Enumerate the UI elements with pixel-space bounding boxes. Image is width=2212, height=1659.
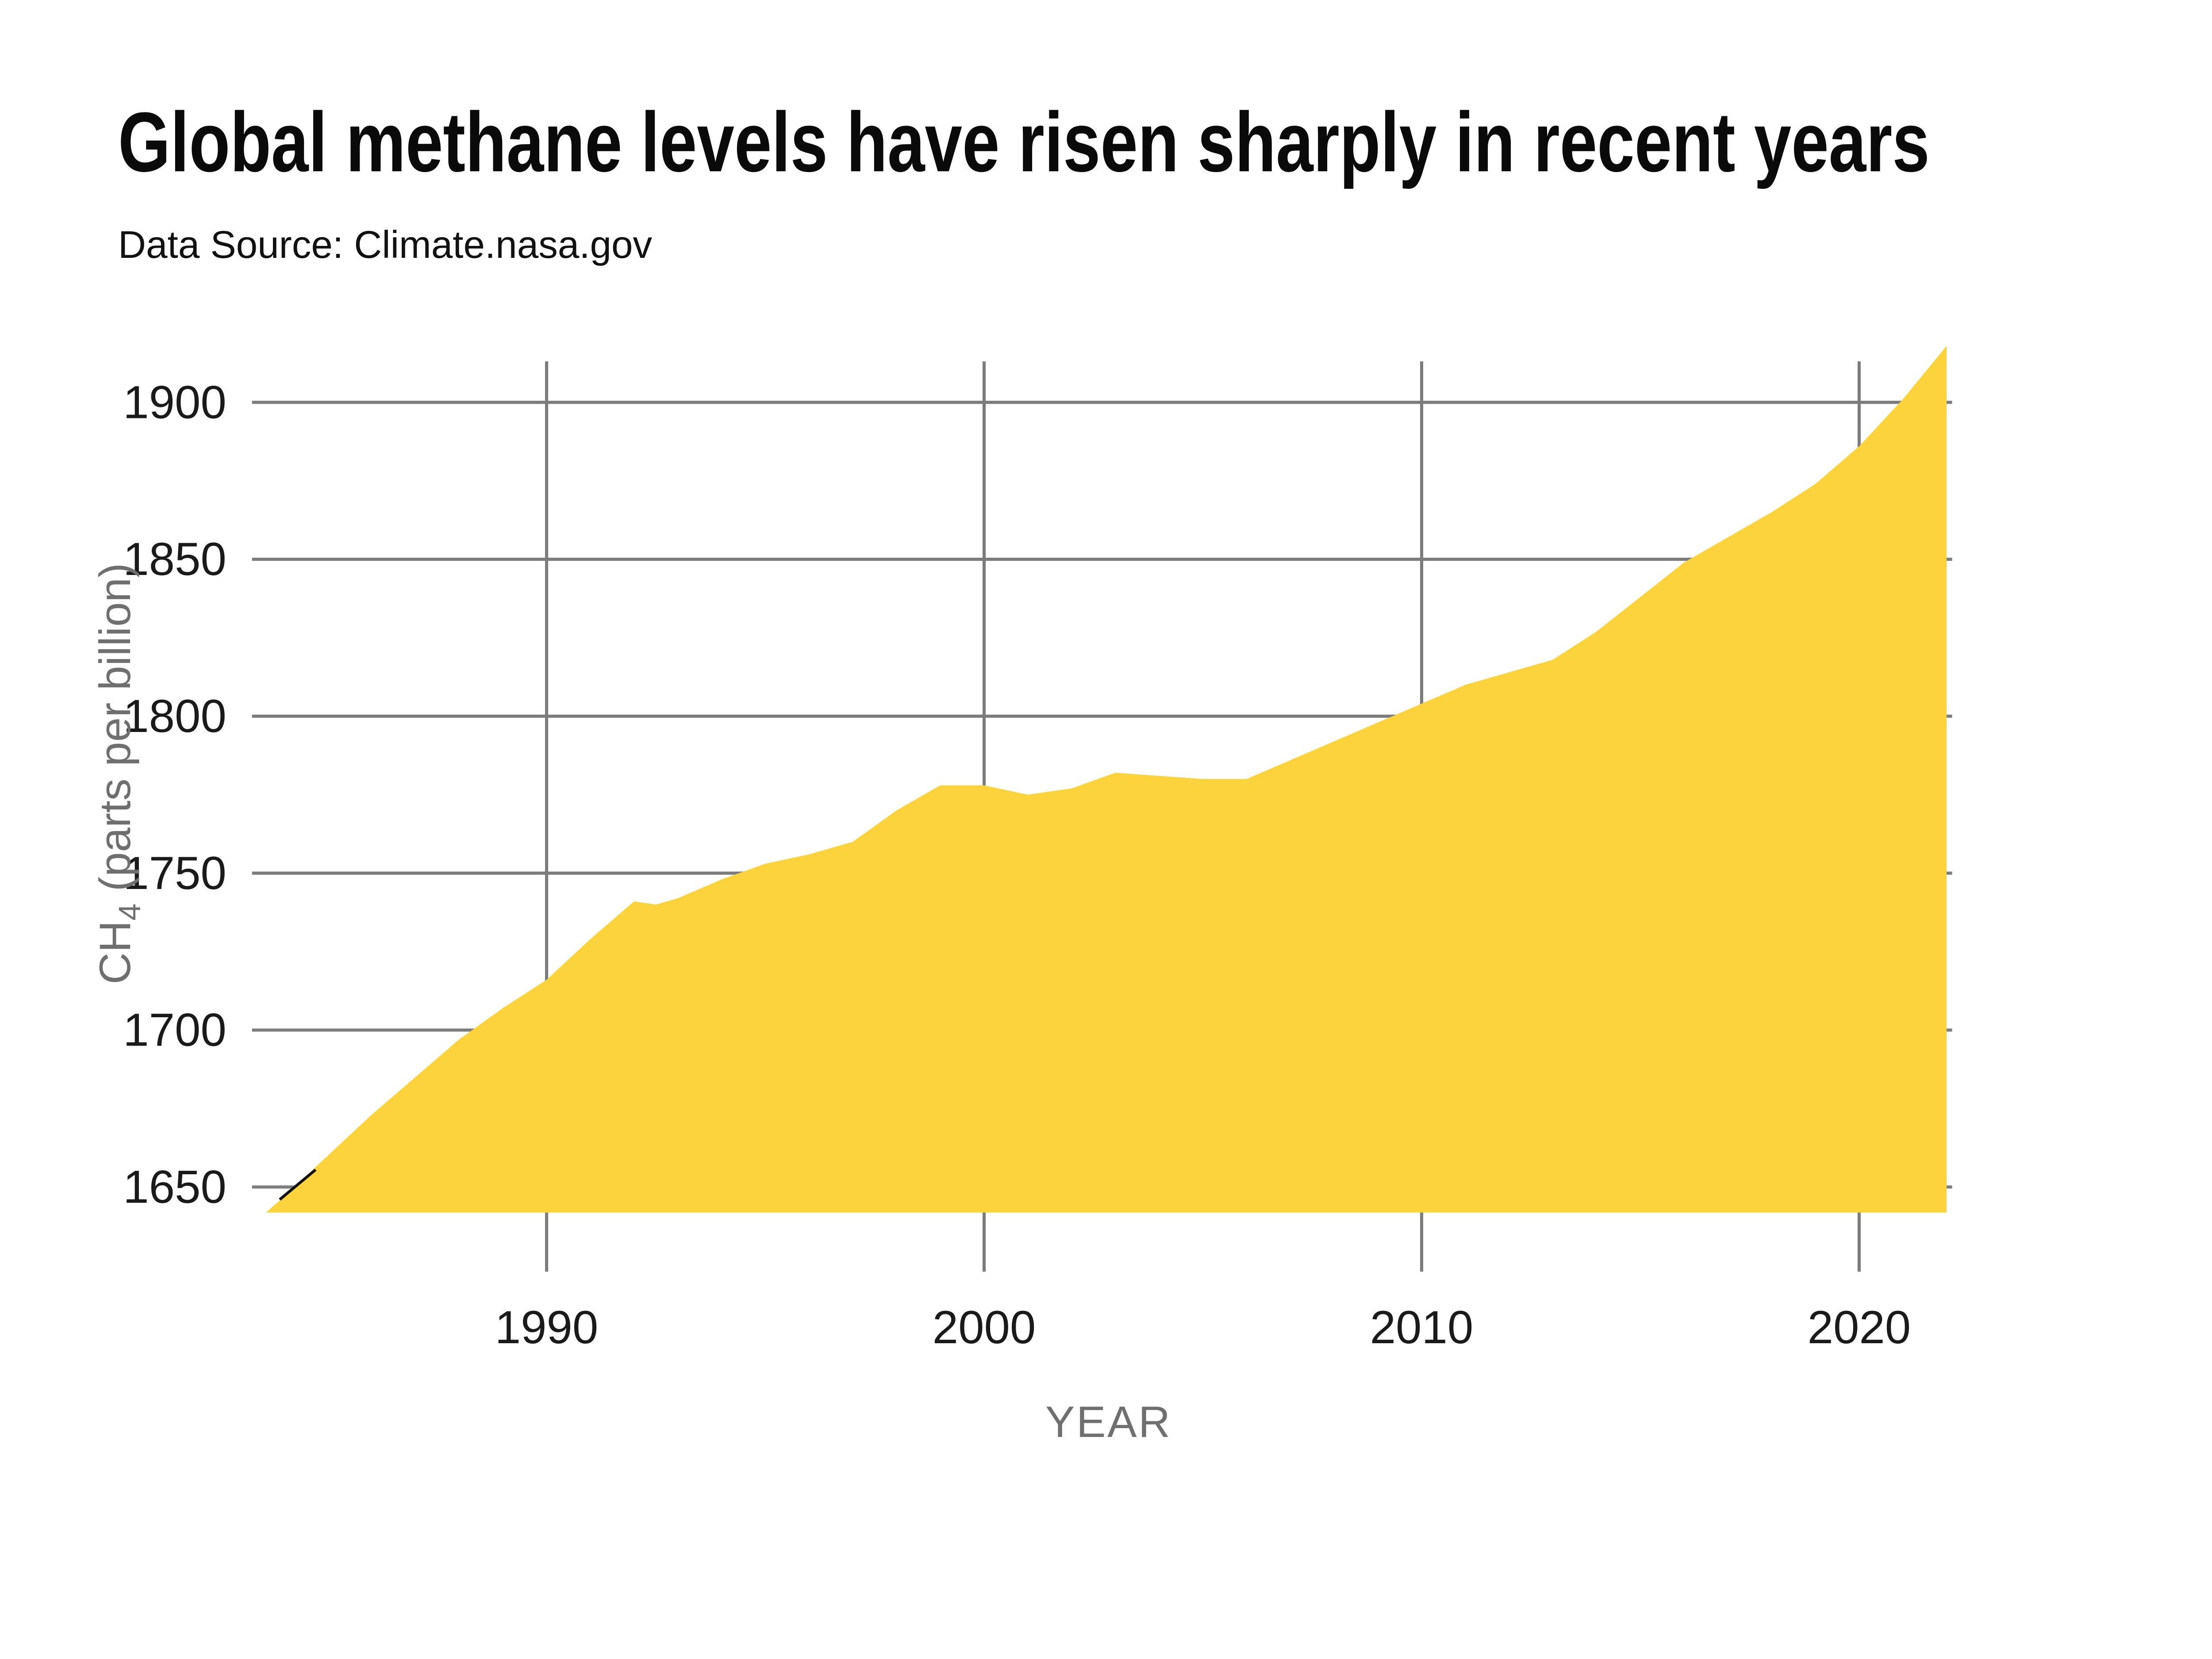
- y-tick-label-1900: 1900: [123, 376, 227, 428]
- y-axis-label: CH4 (parts per billion): [91, 563, 147, 985]
- x-tick-labels: 1990 2000 2010 2020: [495, 1302, 1911, 1353]
- area-series-group: [266, 346, 1947, 1213]
- y-tick-label-1850: 1850: [123, 533, 227, 585]
- y-tick-label-1800: 1800: [123, 690, 227, 742]
- x-tick-label-2020: 2020: [1808, 1302, 1911, 1353]
- methane-area-fill: [266, 346, 1947, 1213]
- x-axis-label: YEAR: [1045, 1398, 1172, 1447]
- y-tick-label-1650: 1650: [123, 1161, 227, 1213]
- x-tick-label-2000: 2000: [933, 1302, 1036, 1353]
- x-tick-label-1990: 1990: [495, 1302, 599, 1353]
- methane-area-chart: Global methane levels have risen sharply…: [90, 95, 1952, 1447]
- area-edge-stroke-artifact: [279, 1169, 317, 1201]
- chart-title: Global methane levels have risen sharply…: [118, 95, 1930, 189]
- y-tick-label-1700: 1700: [123, 1004, 227, 1056]
- chart-subtitle: Data Source: Climate.nasa.gov: [118, 223, 653, 266]
- methane-chart-page: Global methane levels have risen sharply…: [90, 95, 1952, 1447]
- y-tick-label-1750: 1750: [123, 847, 227, 899]
- y-tick-labels: 1650 1700 1750 1800 1850 1900: [123, 376, 227, 1213]
- x-tick-label-2010: 2010: [1370, 1302, 1474, 1353]
